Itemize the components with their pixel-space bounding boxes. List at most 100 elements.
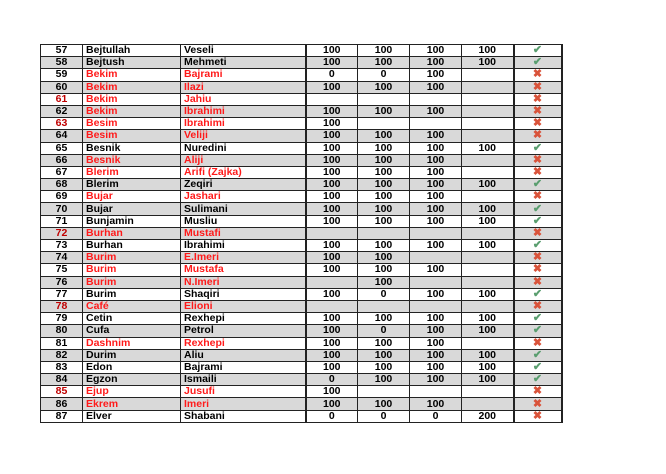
first-name: Bejtullah xyxy=(82,43,181,58)
score-cell: 100 xyxy=(357,312,410,326)
check-icon: ✔ xyxy=(532,312,543,325)
score-cell: 100 xyxy=(357,238,410,253)
table-row: 59 Bekim Bajrami 0 0 100 ✖ xyxy=(40,68,563,82)
first-name: Cufa xyxy=(82,324,181,338)
first-name: Bejtush xyxy=(82,56,181,70)
score-cell: 100 xyxy=(461,312,514,326)
score-cell: 100 xyxy=(357,214,410,228)
score-cell xyxy=(461,397,514,411)
score-cell xyxy=(461,117,514,131)
row-number: 75 xyxy=(40,263,83,277)
table-row: 63 Besim Ibrahimi 100 ✖ xyxy=(40,117,563,131)
score-cell: 100 xyxy=(409,129,462,143)
score-cell xyxy=(461,68,514,82)
score-cell: 100 xyxy=(357,129,410,143)
score-cell: 100 xyxy=(357,104,410,119)
first-name: Besnik xyxy=(82,153,181,167)
score-cell: 100 xyxy=(409,165,462,180)
status-cell: ✔ xyxy=(512,238,563,253)
first-name: Blerim xyxy=(82,165,181,180)
status-cell: ✔ xyxy=(512,348,563,362)
score-cell: 100 xyxy=(357,43,410,58)
score-cell: 100 xyxy=(357,251,410,265)
status-cell: ✖ xyxy=(512,397,563,411)
score-cell xyxy=(461,385,514,399)
cross-icon: ✖ xyxy=(532,68,543,81)
status-cell: ✖ xyxy=(512,68,563,82)
score-cell: 100 xyxy=(357,141,410,155)
score-cell: 0 xyxy=(357,409,410,423)
score-cell xyxy=(461,165,514,180)
first-name: Café xyxy=(82,299,181,314)
check-icon: ✔ xyxy=(532,349,543,361)
first-name: Besim xyxy=(82,129,181,143)
cross-icon: ✖ xyxy=(532,300,543,313)
first-name: Bunjamin xyxy=(82,214,181,228)
cross-icon: ✖ xyxy=(532,117,543,130)
row-number: 87 xyxy=(40,409,83,423)
cross-icon: ✖ xyxy=(532,337,543,349)
score-cell: 100 xyxy=(305,190,358,204)
first-name: Bekim xyxy=(82,92,181,106)
score-cell: 100 xyxy=(305,80,358,94)
score-cell: 0 xyxy=(357,68,410,82)
score-cell xyxy=(461,336,514,350)
row-number: 73 xyxy=(40,238,83,253)
score-cell xyxy=(409,275,462,289)
score-cell: 100 xyxy=(409,104,462,119)
check-icon: ✔ xyxy=(532,178,543,191)
table-row: 85 Ejup Jusufi 100 ✖ xyxy=(40,385,563,399)
row-number: 63 xyxy=(40,117,83,131)
status-cell: ✔ xyxy=(512,56,563,70)
first-name: Durim xyxy=(82,348,181,362)
first-name: Ejup xyxy=(82,385,181,399)
score-cell: 100 xyxy=(461,141,514,155)
score-cell xyxy=(409,385,462,399)
score-cell: 100 xyxy=(461,373,514,387)
row-number: 70 xyxy=(40,202,83,216)
score-cell xyxy=(461,275,514,289)
score-cell: 0 xyxy=(305,409,358,423)
table-row: 86 Ekrem Imeri 100 100 100 ✖ xyxy=(40,397,563,411)
row-number: 76 xyxy=(40,275,83,289)
score-cell: 100 xyxy=(305,324,358,338)
score-cell: 100 xyxy=(357,190,410,204)
table-row: 69 Bujar Jashari 100 100 100 ✖ xyxy=(40,190,563,204)
last-name: Imeri xyxy=(180,397,307,411)
first-name: Burhan xyxy=(82,238,181,253)
check-icon: ✔ xyxy=(532,361,543,373)
status-cell: ✖ xyxy=(512,263,563,277)
table-row: 81 Dashnim Rexhepi 100 100 100 ✖ xyxy=(40,336,563,350)
score-cell xyxy=(461,299,514,314)
row-number: 81 xyxy=(40,336,83,350)
score-cell xyxy=(357,117,410,131)
last-name: Bajrami xyxy=(180,360,307,375)
table-row: 80 Cufa Petrol 100 0 100 100 ✔ xyxy=(40,324,563,338)
row-number: 62 xyxy=(40,104,83,119)
cross-icon: ✖ xyxy=(532,276,543,288)
row-number: 64 xyxy=(40,129,83,143)
table-row: 74 Burim E.Imeri 100 100 ✖ xyxy=(40,251,563,265)
first-name: Elver xyxy=(82,409,181,423)
score-cell xyxy=(461,226,514,241)
score-cell: 100 xyxy=(305,117,358,131)
row-number: 85 xyxy=(40,385,83,399)
score-cell: 100 xyxy=(305,214,358,228)
status-cell: ✖ xyxy=(512,129,563,143)
score-cell xyxy=(357,226,410,241)
table-row: 61 Bekim Jahiu ✖ xyxy=(40,92,563,106)
score-cell: 100 xyxy=(305,202,358,216)
row-number: 69 xyxy=(40,190,83,204)
score-cell: 100 xyxy=(305,153,358,167)
score-cell: 100 xyxy=(409,312,462,326)
score-cell: 0 xyxy=(305,373,358,387)
row-number: 67 xyxy=(40,165,83,180)
score-cell: 100 xyxy=(357,360,410,375)
last-name: Elioni xyxy=(180,299,307,314)
score-cell xyxy=(305,299,358,314)
cross-icon: ✖ xyxy=(532,129,543,142)
score-cell: 100 xyxy=(305,251,358,265)
row-number: 79 xyxy=(40,312,83,326)
status-cell: ✔ xyxy=(512,43,563,58)
score-cell: 100 xyxy=(409,190,462,204)
